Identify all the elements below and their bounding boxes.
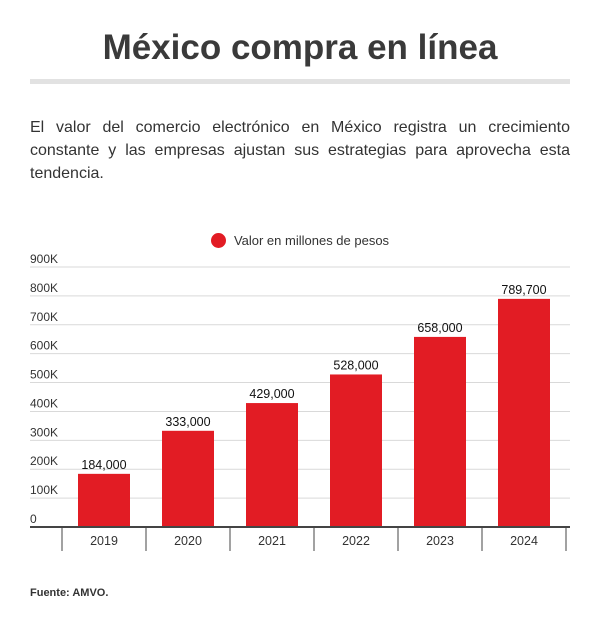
bar bbox=[78, 473, 130, 527]
data-label: 333,000 bbox=[165, 415, 210, 429]
bar bbox=[498, 298, 550, 527]
legend-swatch bbox=[210, 233, 226, 249]
y-tick-label: 300K bbox=[30, 425, 58, 439]
title-divider bbox=[30, 79, 570, 84]
bar bbox=[162, 430, 214, 527]
x-tick-label: 2022 bbox=[342, 534, 370, 548]
data-label: 528,000 bbox=[333, 358, 378, 372]
y-tick-label: 900K bbox=[30, 252, 58, 266]
data-label: 429,000 bbox=[249, 387, 294, 401]
legend-label: Valor en millones de pesos bbox=[233, 233, 390, 249]
x-tick-label: 2020 bbox=[174, 534, 202, 548]
y-tick-label: 700K bbox=[30, 310, 58, 324]
y-tick-label: 100K bbox=[30, 483, 58, 497]
data-label: 658,000 bbox=[417, 321, 462, 335]
y-tick-label: 500K bbox=[30, 368, 58, 382]
bar bbox=[414, 336, 466, 527]
bar bbox=[330, 374, 382, 527]
source-note: Fuente: AMVO. bbox=[30, 587, 109, 599]
data-label: 184,000 bbox=[81, 458, 126, 472]
bar bbox=[246, 403, 298, 527]
y-tick-label: 200K bbox=[30, 454, 58, 468]
y-tick-label: 600K bbox=[30, 339, 58, 353]
chart-legend: Valor en millones de pesos bbox=[0, 232, 600, 249]
y-tick-label: 400K bbox=[30, 396, 58, 410]
x-tick-label: 2021 bbox=[258, 534, 286, 548]
page-title: México compra en línea bbox=[102, 28, 498, 67]
x-tick-label: 2019 bbox=[90, 534, 118, 548]
x-tick-label: 2024 bbox=[510, 534, 538, 548]
x-tick-label: 2023 bbox=[426, 534, 454, 548]
description: El valor del comercio electrónico en Méx… bbox=[30, 119, 570, 182]
y-tick-label: 800K bbox=[30, 281, 58, 295]
data-label: 789,700 bbox=[501, 283, 546, 297]
y-tick-label: 0 bbox=[30, 512, 37, 526]
